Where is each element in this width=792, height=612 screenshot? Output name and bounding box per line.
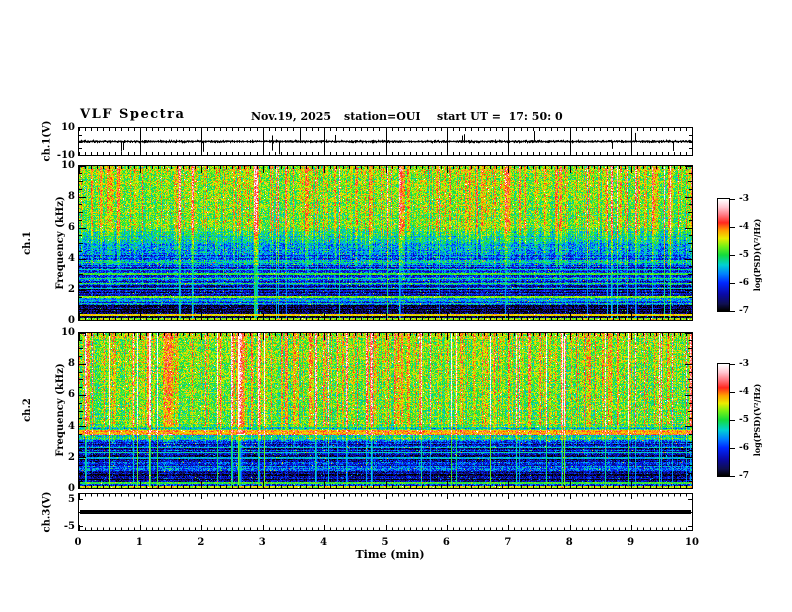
tick-label: -6: [739, 278, 749, 288]
colorbar1-label: log(PSD)(V²/Hz): [752, 218, 762, 292]
colorbar2-label: log(PSD)(V²/Hz): [752, 383, 762, 457]
tick-label: 0: [68, 315, 75, 326]
tick-label: -5: [739, 250, 749, 260]
tick-label: -4: [739, 387, 749, 397]
tick-label: 6: [442, 537, 450, 548]
tick-label: -7: [739, 471, 749, 481]
tick-label: -10: [56, 150, 75, 161]
tick-label: 2: [197, 537, 205, 548]
tick-label: 1: [135, 537, 143, 548]
tick-label: 9: [627, 537, 635, 548]
ch2-spec-ylabel-line2: Frequency (kHz): [55, 363, 66, 457]
ch3-waveform-panel: [78, 493, 693, 531]
tick-label: 5: [381, 537, 389, 548]
tick-label: -6: [739, 443, 749, 453]
tick-label: 5: [68, 493, 75, 505]
tick-label: 10: [61, 327, 75, 338]
tick-label: -3: [739, 194, 749, 204]
tick-label: 10: [61, 160, 75, 171]
tick-label: 4: [320, 537, 328, 548]
ch2-spec-ylabel-line1: ch.2: [22, 398, 33, 422]
tick-label: 4: [68, 253, 75, 264]
tick-label: -3: [739, 359, 749, 369]
tick-label: 8: [68, 191, 75, 202]
ch1-waveform-panel: [78, 127, 693, 156]
tick-label: 4: [68, 420, 75, 432]
tick-label: 3: [258, 537, 266, 548]
ch1-spectrogram-panel: [78, 165, 693, 321]
ch1-colorbar: [717, 198, 737, 313]
ch2-spectrogram-panel: [78, 332, 693, 489]
tick-label: 8: [68, 358, 75, 370]
tick-label: -5: [739, 415, 749, 425]
tick-label: 8: [565, 537, 573, 548]
tick-label: 2: [68, 284, 75, 295]
tick-label: 10: [61, 122, 75, 133]
ch2-spec-ylabel: ch.2 Frequency (kHz): [0, 363, 88, 456]
ch1-spec-ylabel: ch.1 Frequency (kHz): [0, 196, 88, 289]
page-title: VLF Spectra: [80, 107, 186, 122]
time-axis-label: Time (min): [355, 548, 425, 561]
tick-label: -5: [63, 520, 75, 532]
start-ut-label: start UT = 17: 50: 0: [437, 110, 563, 123]
ch1-spec-ylabel-line2: Frequency (kHz): [55, 196, 66, 290]
date-label: Nov.19, 2025: [251, 110, 332, 123]
tick-label: 10: [685, 537, 699, 548]
ch2-colorbar: [717, 363, 737, 478]
tick-label: 6: [68, 222, 75, 233]
station-label: station=OUI: [344, 110, 421, 123]
tick-label: 7: [504, 537, 512, 548]
ch1-spec-ylabel-line1: ch.1: [22, 231, 33, 255]
tick-label: 6: [68, 389, 75, 401]
tick-label: 0: [74, 537, 82, 548]
tick-label: -7: [739, 306, 749, 316]
tick-label: 0: [68, 483, 75, 494]
tick-label: -4: [739, 222, 749, 232]
tick-label: 2: [68, 451, 75, 463]
